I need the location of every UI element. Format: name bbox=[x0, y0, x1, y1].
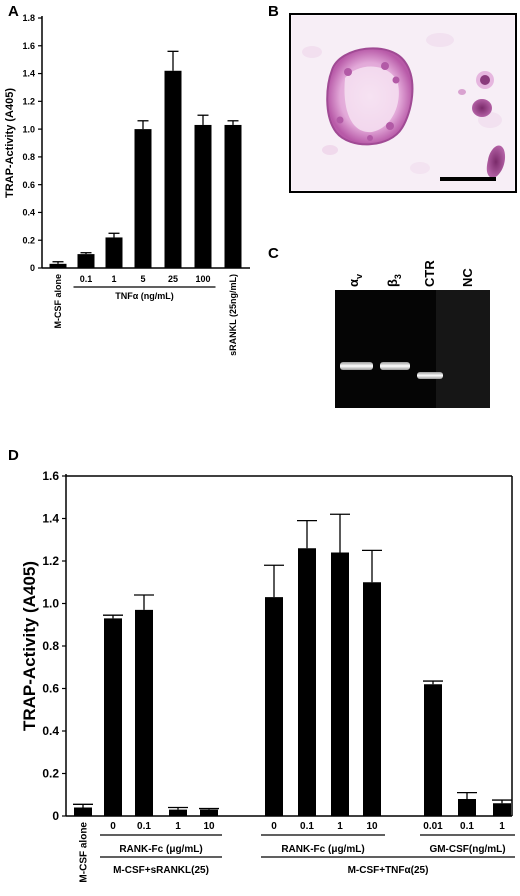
y-tick-label: 1.8 bbox=[22, 13, 35, 23]
y-tick-label: 0.8 bbox=[22, 152, 35, 162]
y-tick-label: 1.0 bbox=[42, 597, 59, 611]
bar bbox=[458, 799, 476, 816]
x-category-label: 1 bbox=[111, 274, 116, 284]
y-tick-label: 0.2 bbox=[42, 767, 59, 781]
x-category-label: M-CSF alone bbox=[79, 822, 90, 883]
x-category-label: 10 bbox=[366, 821, 378, 832]
x-category-label: 0.1 bbox=[137, 821, 151, 832]
x-category-label: 1 bbox=[337, 821, 343, 832]
x-category-label: 1 bbox=[499, 821, 505, 832]
y-tick-label: 0.2 bbox=[22, 235, 35, 245]
bar bbox=[74, 807, 92, 816]
lane-label-beta-3: β3 bbox=[385, 274, 403, 287]
y-tick-label: 1.2 bbox=[22, 96, 35, 106]
group-label: TNFα (ng/mL) bbox=[115, 291, 174, 301]
group-label: GM-CSF(ng/mL) bbox=[429, 844, 505, 855]
bar bbox=[363, 582, 381, 816]
bar bbox=[200, 809, 218, 816]
x-category-label: 0.1 bbox=[80, 274, 93, 284]
bar bbox=[77, 254, 95, 268]
chart-d: 0 0.2 0.4 0.6 0.8 1.0 1.2 1.4 1.6 TRAP-Activity (… bbox=[20, 469, 515, 883]
bar bbox=[134, 129, 152, 268]
gel-image bbox=[335, 290, 490, 408]
lane-label-ctr: CTR bbox=[422, 260, 437, 287]
lane-label-nc: NC bbox=[460, 268, 475, 287]
chart-a: 0 0.2 0.4 0.6 0.8 1.0 1.2 1.4 1.6 1.8 TRAP-Activit… bbox=[4, 13, 250, 356]
outer-group-label: M-CSF+sRANKL(25) bbox=[113, 865, 209, 876]
x-category-label: 5 bbox=[140, 274, 145, 284]
group-label: RANK-Fc (μg/mL) bbox=[281, 844, 364, 855]
micrograph-image bbox=[289, 13, 517, 193]
bar bbox=[135, 609, 153, 816]
outer-group-label: M-CSF+TNFα(25) bbox=[348, 865, 429, 876]
bar bbox=[424, 684, 442, 816]
bar bbox=[265, 597, 283, 816]
x-category-label: sRANKL (25ng/mL) bbox=[228, 274, 238, 356]
bar bbox=[164, 70, 182, 269]
x-category-label: 100 bbox=[195, 274, 210, 284]
x-category-label: 0 bbox=[110, 821, 116, 832]
y-tick-label: 1.6 bbox=[22, 41, 35, 51]
y-tick-label: 0 bbox=[30, 263, 35, 273]
y-tick-label: 1.4 bbox=[22, 69, 35, 79]
bar bbox=[493, 803, 511, 816]
group-label: RANK-Fc (μg/mL) bbox=[119, 844, 202, 855]
y-tick-label: 0.6 bbox=[42, 682, 59, 696]
y-axis-title: TRAP-Activity (A405) bbox=[20, 561, 39, 731]
x-category-label: 1 bbox=[175, 821, 181, 832]
x-category-label: 25 bbox=[168, 274, 178, 284]
bar bbox=[224, 124, 242, 268]
y-tick-label: 1.0 bbox=[22, 124, 35, 134]
panel-letter-a: A bbox=[8, 3, 19, 20]
y-tick-label: 0.8 bbox=[42, 639, 59, 653]
bar bbox=[298, 548, 316, 816]
panel-letter-c: C bbox=[268, 245, 279, 262]
bar bbox=[169, 809, 187, 816]
y-tick-label: 0.4 bbox=[22, 208, 35, 218]
bar bbox=[105, 237, 123, 268]
y-tick-label: 0 bbox=[52, 809, 59, 823]
bar bbox=[104, 618, 122, 816]
y-axis-title: TRAP-Activity (A405) bbox=[4, 88, 16, 198]
y-tick-label: 0.6 bbox=[22, 180, 35, 190]
gel-lane-labels: αv β3 CTR NC bbox=[346, 260, 475, 287]
lane-label-alpha-v: αv bbox=[346, 274, 364, 287]
y-tick-label: 1.4 bbox=[42, 512, 59, 526]
panel-letter-d: D bbox=[8, 447, 19, 464]
x-category-label: 10 bbox=[203, 821, 215, 832]
y-tick-label: 1.6 bbox=[42, 469, 59, 483]
y-tick-label: 0.4 bbox=[42, 724, 59, 738]
y-tick-label: 1.2 bbox=[42, 554, 59, 568]
bar bbox=[49, 263, 67, 268]
x-category-label: 0.1 bbox=[300, 821, 314, 832]
x-category-label: 0.01 bbox=[423, 821, 443, 832]
x-category-label: 0.1 bbox=[460, 821, 474, 832]
x-category-label: 0 bbox=[271, 821, 277, 832]
bar bbox=[331, 552, 349, 816]
panel-letter-b: B bbox=[268, 3, 279, 20]
bar bbox=[194, 124, 212, 268]
x-category-label: M-CSF alone bbox=[53, 274, 63, 329]
